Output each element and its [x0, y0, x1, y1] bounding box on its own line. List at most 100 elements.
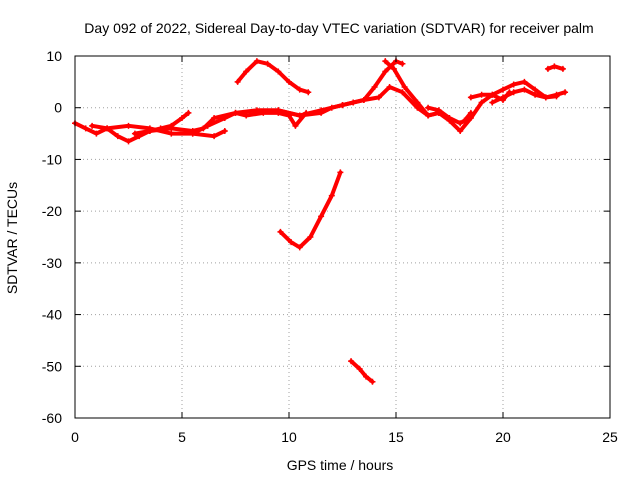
series-arc-5: [234, 58, 312, 96]
data-point: [521, 86, 528, 93]
axis-ticks: -60 -50 -40 -30 -20 -10 0 10 0 5 10 15 20 25: [42, 48, 618, 445]
data-point: [390, 65, 397, 72]
data-point: [559, 65, 566, 72]
data-point: [275, 107, 282, 114]
data-point: [532, 91, 539, 98]
chart-title: Day 092 of 2022, Sidereal Day-to-day VTE…: [84, 20, 593, 36]
y-tick-label: -40: [42, 307, 62, 323]
y-tick-label: -60: [42, 410, 62, 426]
x-tick-label: 0: [71, 429, 79, 445]
data-point: [253, 58, 260, 65]
data-point: [489, 99, 496, 106]
data-point: [89, 122, 96, 129]
data-point: [296, 112, 303, 119]
data-point: [386, 84, 393, 91]
data-point: [489, 91, 496, 98]
y-tick-label: 10: [46, 48, 62, 64]
y-tick-label: -30: [42, 255, 62, 271]
data-point: [125, 122, 132, 129]
data-point: [275, 68, 282, 75]
data-point: [264, 60, 271, 67]
data-point: [328, 104, 335, 111]
data-point: [542, 94, 549, 101]
data-point: [292, 122, 299, 129]
x-axis-label: GPS time / hours: [287, 457, 394, 473]
data-point: [243, 112, 250, 119]
data-point: [114, 133, 121, 140]
data-point: [348, 358, 355, 365]
data-point: [401, 84, 408, 91]
data-point: [277, 228, 284, 235]
series-arc-13: [348, 358, 376, 385]
data-point: [414, 99, 421, 106]
data-point: [360, 96, 367, 103]
data-point: [551, 63, 558, 70]
data-point: [350, 99, 357, 106]
data-point: [478, 99, 485, 106]
data-point: [232, 109, 239, 116]
series-arc-12: [277, 169, 344, 251]
data-point: [93, 130, 100, 137]
data-point: [461, 117, 468, 124]
data-point: [371, 84, 378, 91]
x-tick-label: 20: [495, 429, 511, 445]
data-point: [168, 125, 175, 132]
data-point: [478, 91, 485, 98]
x-tick-label: 25: [602, 429, 618, 445]
data-point: [363, 373, 370, 380]
data-point: [131, 130, 138, 137]
data-point: [185, 109, 192, 116]
data-point: [467, 94, 474, 101]
series-line: [349, 359, 375, 384]
data-point: [510, 81, 517, 88]
data-point: [168, 130, 175, 137]
data-point: [339, 102, 346, 109]
data-point: [328, 192, 335, 199]
data-point: [369, 378, 376, 385]
data-point: [521, 78, 528, 85]
series-arc-11: [544, 63, 566, 72]
data-point: [337, 169, 344, 176]
series-arc-8: [425, 104, 474, 127]
y-axis-label: SDTVAR / TECUs: [4, 182, 20, 294]
data-point: [221, 127, 228, 134]
data-series: [72, 58, 569, 385]
data-point: [82, 125, 89, 132]
data-point: [305, 89, 312, 96]
data-point: [104, 125, 111, 132]
data-point: [457, 127, 464, 134]
data-point: [318, 213, 325, 220]
data-point: [544, 65, 551, 72]
data-point: [125, 138, 132, 145]
data-point: [204, 122, 211, 129]
y-tick-label: -20: [42, 203, 62, 219]
y-tick-label: -10: [42, 151, 62, 167]
data-point: [146, 127, 153, 134]
data-point: [296, 244, 303, 251]
data-point: [221, 115, 228, 122]
data-point: [399, 60, 406, 67]
data-point: [288, 239, 295, 246]
data-point: [562, 89, 569, 96]
data-point: [243, 68, 250, 75]
series-arc-10: [489, 86, 560, 106]
plot-frame: [74, 55, 611, 419]
data-point: [260, 109, 267, 116]
data-point: [467, 109, 474, 116]
data-point: [189, 130, 196, 137]
y-tick-label: -50: [42, 358, 62, 374]
data-point: [382, 58, 389, 65]
data-point: [375, 94, 382, 101]
series-line: [190, 110, 309, 136]
series-line: [73, 110, 191, 144]
data-point: [425, 104, 432, 111]
data-point: [446, 115, 453, 122]
data-point: [457, 120, 464, 127]
data-point: [532, 86, 539, 93]
data-point: [425, 112, 432, 119]
y-tick-label: 0: [54, 100, 62, 116]
x-tick-label: 5: [178, 429, 186, 445]
data-point: [318, 109, 325, 116]
